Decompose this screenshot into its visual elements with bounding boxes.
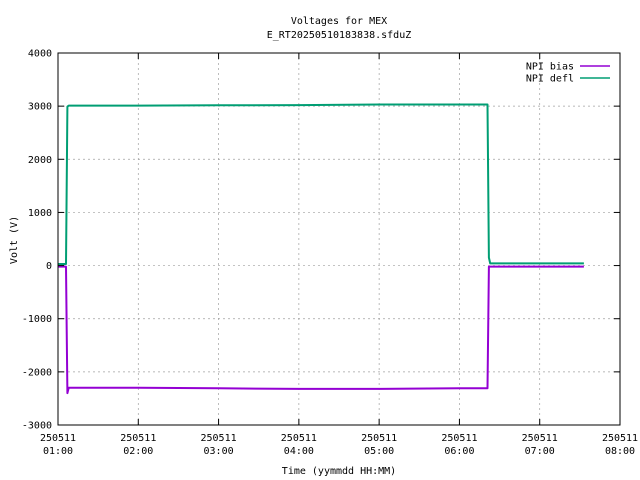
chart-title: Voltages for MEX — [291, 16, 387, 27]
x-tick-label-date: 250511 — [281, 433, 317, 444]
y-tick-label: 2000 — [28, 155, 52, 166]
x-axis-label: Time (yymmdd HH:MM) — [282, 466, 396, 477]
y-tick-label: 0 — [46, 261, 52, 272]
x-tick-label-time: 04:00 — [284, 446, 314, 457]
x-tick-label-time: 01:00 — [43, 446, 73, 457]
x-tick-label-time: 07:00 — [525, 446, 555, 457]
y-tick-label: -2000 — [22, 367, 52, 378]
legend-label: NPI bias — [526, 62, 574, 73]
legend-label: NPI defl — [526, 74, 574, 85]
grid — [58, 53, 620, 425]
x-tick-label-date: 250511 — [602, 433, 638, 444]
y-tick-label: -3000 — [22, 421, 52, 432]
x-tick-label-time: 02:00 — [123, 446, 153, 457]
series-layer — [58, 103, 584, 395]
y-tick-label: 3000 — [28, 102, 52, 113]
axis-ticks: 40003000200010000-1000-2000-300025051101… — [22, 49, 638, 458]
x-tick-label-time: 05:00 — [364, 446, 394, 457]
plot-frame — [57, 52, 621, 426]
x-tick-label-date: 250511 — [522, 433, 558, 444]
x-tick-label-date: 250511 — [201, 433, 237, 444]
series-line-npi-bias — [58, 265, 584, 395]
series-line-npi-defl — [58, 103, 584, 265]
x-tick-label-date: 250511 — [361, 433, 397, 444]
y-tick-label: -1000 — [22, 314, 52, 325]
x-tick-label-date: 250511 — [441, 433, 477, 444]
y-axis-label: Volt (V) — [9, 216, 20, 264]
x-tick-label-date: 250511 — [40, 433, 76, 444]
y-tick-label: 4000 — [28, 49, 52, 60]
x-tick-label-date: 250511 — [120, 433, 156, 444]
x-tick-label-time: 08:00 — [605, 446, 635, 457]
x-tick-label-time: 03:00 — [204, 446, 234, 457]
y-tick-label: 1000 — [28, 208, 52, 219]
x-tick-label-time: 06:00 — [444, 446, 474, 457]
chart-subtitle: E_RT20250510183838.sfduZ — [267, 30, 412, 41]
